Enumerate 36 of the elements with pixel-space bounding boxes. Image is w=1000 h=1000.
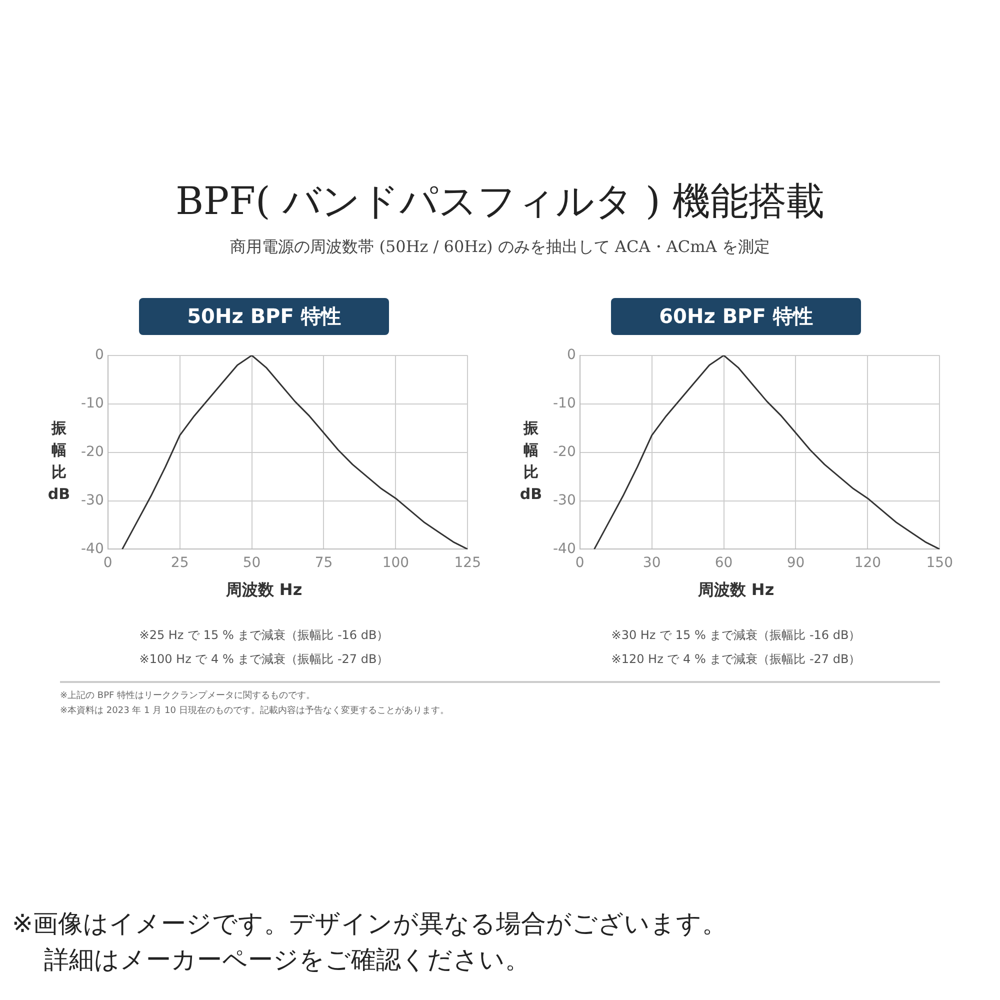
text: ※25 Hz で 15 % まで減衰（振幅比 -16 dB） [139, 627, 389, 644]
x-tick-label: 150 [926, 555, 954, 572]
chart-title: 50Hz BPF 特性 [139, 298, 389, 335]
text: ※本資料は 2023 年 1 月 10 日現在のものです。記載内容は予告なく変更することがあります。 [60, 704, 450, 718]
text: ※上記の BPF 特性はリーククランプメータに関するものです。 [60, 689, 316, 703]
x-tick-label: 120 [854, 555, 882, 572]
x-axis-title: 周波数 Hz [226, 580, 302, 601]
text: ※100 Hz で 4 % まで減衰（振幅比 -27 dB） [139, 651, 389, 668]
y-tick-label: -20 [552, 444, 576, 460]
text: ※30 Hz で 15 % まで減衰（振幅比 -16 dB） [611, 627, 861, 644]
y-tick-label: -30 [552, 492, 576, 508]
text: ※120 Hz で 4 % まで減衰（振幅比 -27 dB） [611, 651, 861, 668]
x-tick-label: 30 [642, 555, 661, 572]
y-tick-label: -10 [80, 395, 104, 412]
x-tick-label: 75 [314, 555, 333, 572]
y-axis-title: 振幅比 dB [518, 418, 544, 504]
x-tick-label: 25 [170, 555, 189, 572]
y-tick-label: -10 [552, 395, 576, 412]
text: ※画像はイメージです。デザインが異なる場合がございます。 [11, 908, 727, 940]
x-tick-label: 60 [714, 555, 733, 572]
chart-title: 60Hz BPF 特性 [611, 298, 861, 335]
y-tick-label: 0 [566, 347, 576, 364]
x-tick-label: 125 [454, 555, 482, 572]
x-tick-label: 50 [242, 555, 261, 572]
text: 商用電源の周波数帯 (50Hz / 60Hz) のみを抽出して ACA・ACmA を測定 [229, 237, 771, 258]
text: BPF( バンドパスフィルタ ) 機能搭載 [174, 178, 826, 225]
y-tick-label: -20 [80, 444, 104, 460]
x-tick-label: 100 [382, 555, 410, 572]
y-tick-label: -30 [80, 492, 104, 508]
y-tick-label: -40 [552, 540, 576, 557]
y-axis-title: 振幅比 dB [46, 418, 72, 504]
text: 詳細はメーカーページをご確認ください。 [43, 944, 531, 976]
y-tick-label: 0 [94, 347, 104, 364]
x-tick-label: 90 [786, 555, 805, 572]
y-tick-label: -40 [80, 540, 104, 557]
x-axis-title: 周波数 Hz [698, 580, 774, 601]
